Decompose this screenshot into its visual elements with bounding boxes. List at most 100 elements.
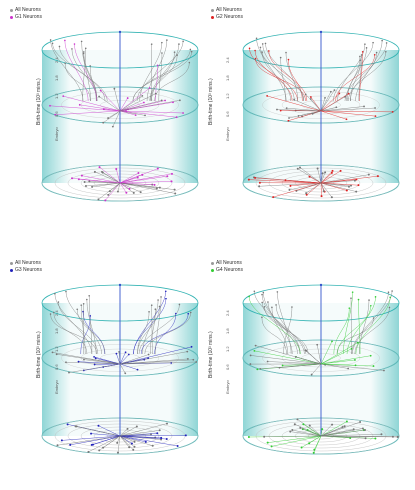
lineage-branch (320, 182, 347, 191)
neuron-node (101, 170, 104, 173)
lineage-branch (119, 110, 136, 116)
lineage-branch (55, 110, 121, 115)
neuron-node (356, 341, 359, 344)
lineage-branch (320, 97, 326, 112)
neuron-node (141, 173, 144, 176)
neuron-node (80, 174, 83, 177)
neuron-node (66, 423, 69, 426)
lineage-branch (119, 174, 143, 184)
lineage-branch (320, 174, 369, 184)
lineage-branch (64, 40, 89, 102)
lineage-branch (320, 91, 332, 112)
legend-dot-all (10, 262, 13, 265)
neuron-node (178, 99, 181, 102)
lineage-branch (306, 182, 322, 194)
lineage-branch (276, 109, 322, 112)
neuron-node (84, 47, 87, 50)
lineage-branch (88, 435, 121, 453)
neuron-node (156, 432, 159, 435)
lineage-cylinder-plot (41, 283, 199, 455)
lineage-branch (80, 315, 91, 355)
lineage-branch (119, 435, 186, 437)
neuron-node (364, 428, 367, 431)
neuron-node (82, 51, 85, 53)
legend: All Neurons G1 Neurons (10, 7, 42, 21)
neuron-node (124, 351, 127, 354)
neuron-node (161, 41, 163, 44)
lineage-branch (320, 175, 378, 184)
neuron-node (164, 99, 166, 102)
lineage-branch (52, 352, 121, 365)
neuron-node (124, 372, 127, 375)
lineage-branch (260, 47, 304, 102)
neuron-node (82, 52, 85, 55)
neuron-node (355, 178, 358, 181)
lineage-branch (119, 93, 156, 112)
neuron-node (279, 56, 282, 59)
neuron-node (391, 290, 393, 292)
lineage-branch (267, 435, 322, 443)
neuron-node (324, 171, 327, 174)
neuron-node (249, 363, 252, 365)
neuron-node (165, 438, 168, 441)
neuron-node (363, 105, 365, 108)
neuron-node (115, 352, 118, 355)
lineage-branch (320, 435, 398, 438)
lineage-branch (320, 363, 384, 371)
neuron-node (107, 117, 109, 119)
neuron-node (173, 51, 176, 53)
neuron-node (296, 167, 299, 170)
legend-label-group: G3 Neurons (15, 267, 42, 273)
lineage-branch (320, 348, 352, 365)
lineage-branch (53, 312, 88, 355)
lineage-branch (320, 179, 357, 184)
lineage-branch (320, 363, 356, 366)
lineage-branch (320, 355, 371, 365)
lineage-branch (119, 435, 135, 447)
neuron-node (294, 109, 297, 112)
lineage-branch (58, 302, 99, 355)
lineage-branch (261, 302, 307, 355)
lineage-branch (316, 344, 322, 365)
neuron-node (142, 101, 145, 104)
neuron-node (83, 358, 85, 361)
lineage-branch (57, 435, 121, 446)
neuron-node (263, 306, 266, 308)
neuron-node (160, 436, 163, 439)
lineage-branch (320, 170, 341, 184)
neuron-node (321, 172, 324, 175)
lineage-branch (119, 435, 153, 446)
neuron-node (128, 446, 131, 449)
tick-label: Embryo (225, 380, 230, 394)
neuron-node (195, 361, 198, 363)
neuron-node (380, 433, 383, 436)
neuron-node (324, 96, 326, 99)
lineage-branch (144, 312, 191, 355)
neuron-node (65, 290, 67, 293)
neuron-node (271, 306, 273, 309)
neuron-node (154, 308, 157, 311)
tick-label: 1.8 (225, 328, 230, 334)
neuron-node (98, 449, 101, 452)
lineage-branch (337, 44, 366, 102)
neuron-node (389, 296, 391, 299)
neuron-node (90, 432, 93, 435)
neuron-node (372, 317, 375, 319)
lineage-branch (320, 182, 324, 192)
neuron-node (248, 47, 251, 50)
legend-label-all: All Neurons (15, 7, 41, 13)
neuron-node (151, 444, 154, 447)
neuron-node (176, 54, 178, 56)
neuron-node (262, 291, 265, 294)
lineage-branch (72, 178, 121, 184)
neuron-node (302, 423, 305, 426)
neuron-node (56, 444, 59, 447)
neuron-node (296, 418, 299, 421)
neuron-node (116, 451, 119, 454)
lineage-branch (320, 421, 361, 437)
neuron-node (148, 310, 150, 313)
neuron-node (288, 117, 290, 119)
neuron-node (87, 450, 90, 453)
neuron-node (165, 297, 167, 300)
neuron-node (153, 183, 156, 186)
